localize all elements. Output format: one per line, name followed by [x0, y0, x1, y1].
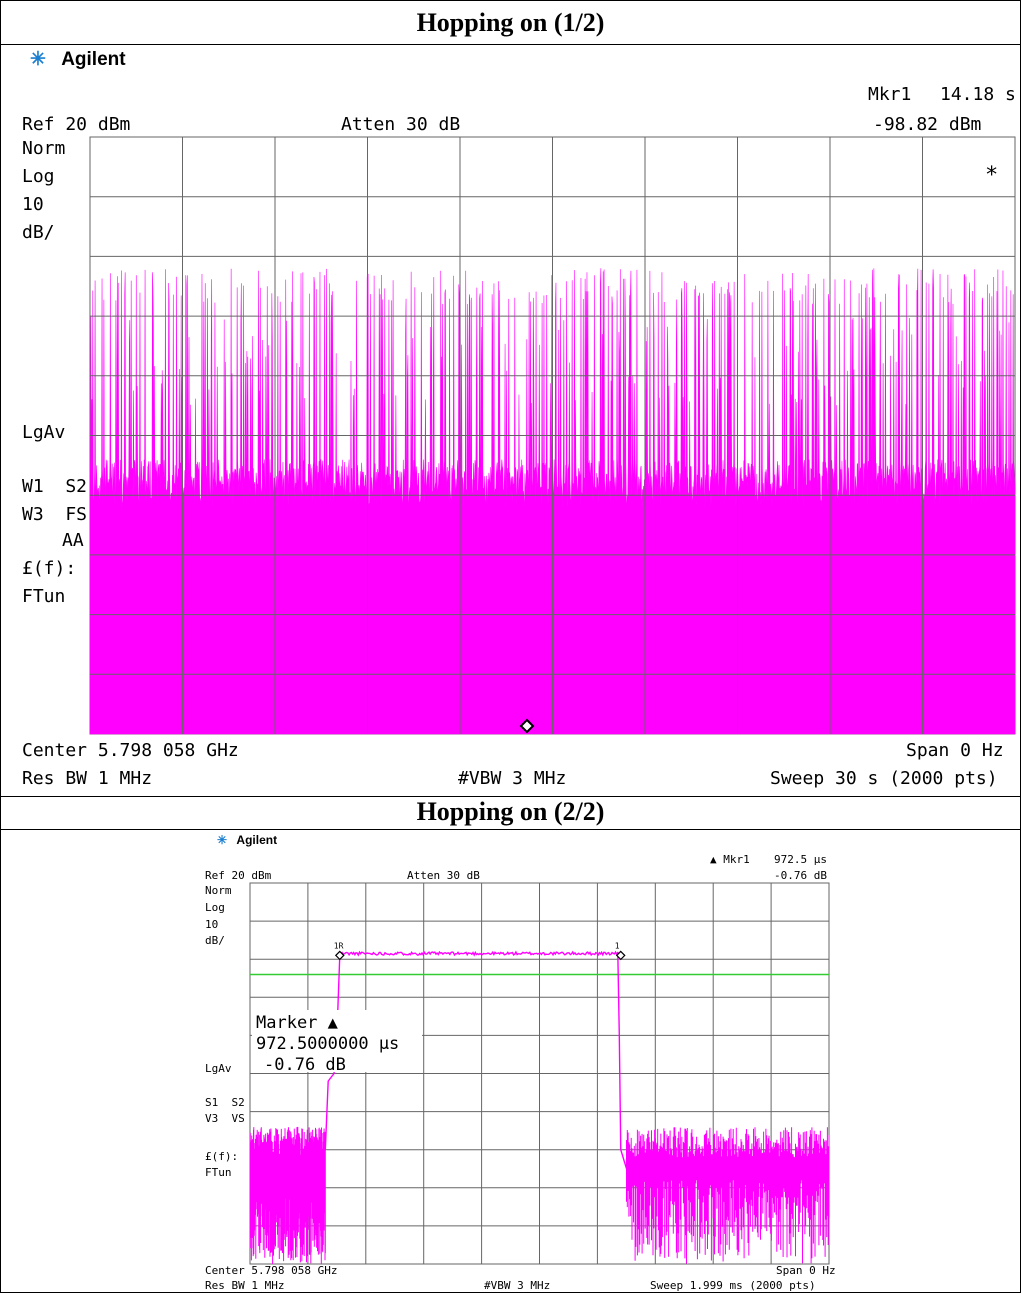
left-label-lgav: LgAv: [205, 1062, 232, 1075]
left-label-s1s2: S1 S2: [205, 1096, 245, 1109]
left-label-unit: dB/: [22, 222, 55, 243]
left-label-scale: 10: [205, 918, 219, 931]
left-label-ftun: FTun: [205, 1166, 232, 1179]
video-bandwidth: #VBW 3 MHz: [458, 768, 567, 789]
marker-x-readout: 14.18 s: [940, 84, 1016, 105]
divider: [0, 829, 1021, 830]
marker-y-readout: -98.82 dBm: [873, 114, 982, 135]
left-label-norm: Norm: [22, 138, 66, 159]
atten: Atten 30 dB: [341, 114, 461, 135]
center-frequency: Center 5.798 058 GHz: [22, 740, 239, 761]
span: Span 0 Hz: [906, 740, 1004, 761]
left-label-lf: £(f):: [205, 1150, 239, 1163]
left-label-w3fs: W3 FS: [22, 504, 88, 525]
left-label-lgav: LgAv: [22, 422, 66, 443]
left-label-scale: 10: [22, 194, 44, 215]
left-label-lf: £(f):: [22, 558, 77, 579]
atten: Atten 30 dB: [407, 869, 480, 882]
left-label-v3vs: V3 VS: [205, 1112, 245, 1125]
agilent-star-icon: ✳: [30, 49, 46, 70]
sweep-time: Sweep 1.999 ms (2000 pts): [650, 1279, 816, 1292]
caption-bottom: Hopping on (2/2): [416, 797, 605, 826]
resolution-bandwidth: Res BW 1 MHz: [22, 768, 153, 789]
left-label-log: Log: [205, 901, 225, 914]
ref-level: Ref 20 dBm: [205, 869, 272, 882]
left-label-log: Log: [22, 166, 55, 187]
resolution-bandwidth: Res BW 1 MHz: [205, 1279, 285, 1292]
left-label-ftun: FTun: [22, 586, 66, 607]
video-bandwidth: #VBW 3 MHz: [484, 1279, 551, 1292]
divider: [0, 796, 1021, 797]
marker-label: ▲ Mkr1: [710, 853, 750, 866]
marker-x-readout: 972.5 µs: [774, 853, 827, 866]
ref-level: Ref 20 dBm: [22, 114, 131, 135]
caption-top: Hopping on (1/2): [416, 8, 605, 37]
marker-label: Mkr1: [868, 84, 912, 105]
left-label-norm: Norm: [205, 884, 232, 897]
left-label-aa: AA: [62, 530, 84, 551]
left-label-unit: dB/: [205, 934, 225, 947]
center-frequency: Center 5.798 058 GHz: [205, 1264, 338, 1277]
span: Span 0 Hz: [776, 1264, 836, 1277]
left-label-w1s2: W1 S2: [22, 476, 88, 497]
agilent-logo: ✳ Agilent: [217, 833, 278, 847]
marker-y-readout: -0.76 dB: [774, 869, 827, 882]
agilent-star-icon: ✳: [217, 833, 228, 847]
divider: [0, 44, 1021, 45]
agilent-logo: ✳ Agilent: [30, 49, 126, 70]
sweep-time: Sweep 30 s (2000 pts): [770, 768, 998, 789]
